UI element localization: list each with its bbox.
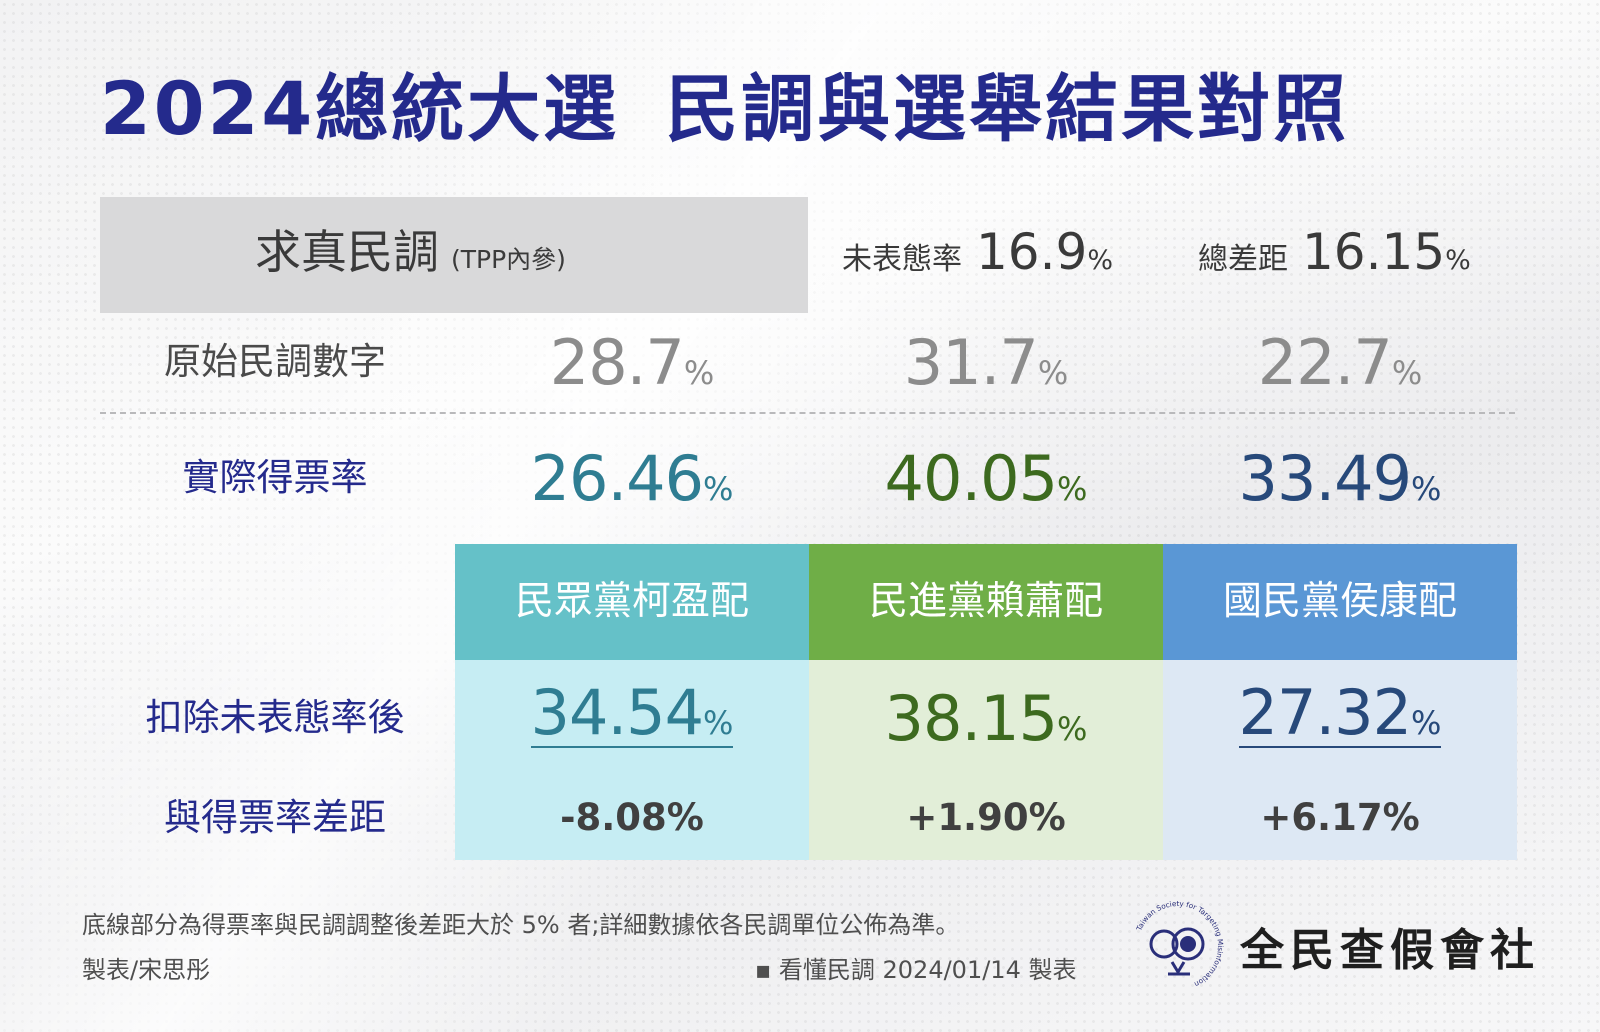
poll-name-box [100,197,808,313]
adjusted-value-tpp: 34.54% [455,682,809,748]
column-header-kmt: 國民黨侯康配 [1163,544,1517,660]
actual-vote-row-label: 實際得票率 [182,456,368,499]
poll-name-sub: (TPP內參) [451,245,566,274]
actual-value-kmt-pct: % [1411,470,1442,508]
diff-row-label: 與得票率差距 [164,796,386,839]
diff-value-tpp: -8.08% [560,796,704,839]
column-body-tpp [455,660,809,860]
raw-poll-row-label: 原始民調數字 [164,340,386,383]
raw-value-tpp-pct: % [683,354,715,392]
title-part-2: 民調與選舉結果對照 [665,67,1350,152]
actual-value-dpp-pct: % [1057,470,1088,508]
diff-value-dpp: +1.90% [906,796,1066,839]
total-gap-pct: % [1445,245,1471,276]
source-credit: ▪ 看懂民調 2024/01/14 製表 [755,956,1077,984]
undecided-rate-label: 未表態率 [842,242,962,277]
poll-name: 求真民調 (TPP內參) [255,222,566,282]
adjusted-value-dpp-number: 38.15 [884,682,1058,755]
logo-stand [1170,961,1186,975]
poll-name-text: 求真民調 [255,225,439,279]
actual-value-tpp-pct: % [703,470,734,508]
title-part-1: 2024總統大選 [100,67,620,152]
org-logo: Taiwan Society for Targeting Misinformat… [1134,899,1225,989]
diff-value-kmt: +6.17% [1260,796,1420,839]
logo-lens-right [1171,927,1205,961]
column-body-dpp [809,660,1163,860]
org-name: 全民查假會社 [1240,925,1540,976]
actual-value-tpp: 26.46% [455,442,809,515]
total-gap-label: 總差距 [1198,242,1288,277]
actual-value-tpp-number: 26.46 [530,442,704,515]
raw-value-kmt-number: 22.7 [1257,326,1393,399]
raw-value-kmt-pct: % [1391,354,1423,392]
total-gap: 總差距 16.15% [1198,222,1471,282]
adjusted-value-kmt: 27.32% [1163,682,1517,748]
column-header-tpp: 民眾黨柯盈配 [455,544,809,660]
undecided-rate-value: 16.9 [976,223,1088,281]
undecided-rate: 未表態率 16.9% [842,222,1113,282]
raw-value-dpp-number: 31.7 [903,326,1039,399]
adjusted-row-label: 扣除未表態率後 [145,696,405,739]
total-gap-value: 16.15 [1302,223,1446,281]
logo-pupil [1180,936,1196,952]
adjusted-value-kmt-underlined: 27.32% [1238,682,1442,748]
adjusted-value-kmt-number: 27.32 [1238,676,1412,749]
raw-value-dpp-pct: % [1037,354,1069,392]
adjusted-value-kmt-pct: % [1411,704,1442,742]
actual-value-kmt-number: 33.49 [1238,442,1412,515]
row-divider [100,412,1515,414]
adjusted-value-dpp: 38.15% [809,682,1163,755]
author-credit: 製表/宋思彤 [82,956,211,984]
raw-value-kmt: 22.7% [1163,326,1517,399]
actual-value-dpp: 40.05% [809,442,1163,515]
actual-value-kmt: 33.49% [1163,442,1517,515]
logo-ring-text: Taiwan Society for Targeting Misinformat… [1134,899,1225,989]
column-body-kmt [1163,660,1517,860]
page-title: 2024總統大選 民調與選舉結果對照 [100,60,1500,160]
actual-value-dpp-number: 40.05 [884,442,1058,515]
adjusted-value-dpp-pct: % [1057,710,1088,748]
raw-value-tpp: 28.7% [455,326,809,399]
column-header-dpp: 民進黨賴蕭配 [809,544,1163,660]
logo-ring-textpath: Taiwan Society for Targeting Misinformat… [1134,899,1225,989]
raw-value-tpp-number: 28.7 [549,326,685,399]
adjusted-value-tpp-number: 34.54 [530,676,704,749]
raw-value-dpp: 31.7% [809,326,1163,399]
logo-lens-left [1149,929,1179,959]
footnote: 底線部分為得票率與民調調整後差距大於 5% 者;詳細數據依各民調單位公佈為準。 [82,911,960,939]
adjusted-value-tpp-underlined: 34.54% [530,682,734,748]
undecided-rate-pct: % [1087,245,1113,276]
adjusted-value-tpp-pct: % [703,704,734,742]
